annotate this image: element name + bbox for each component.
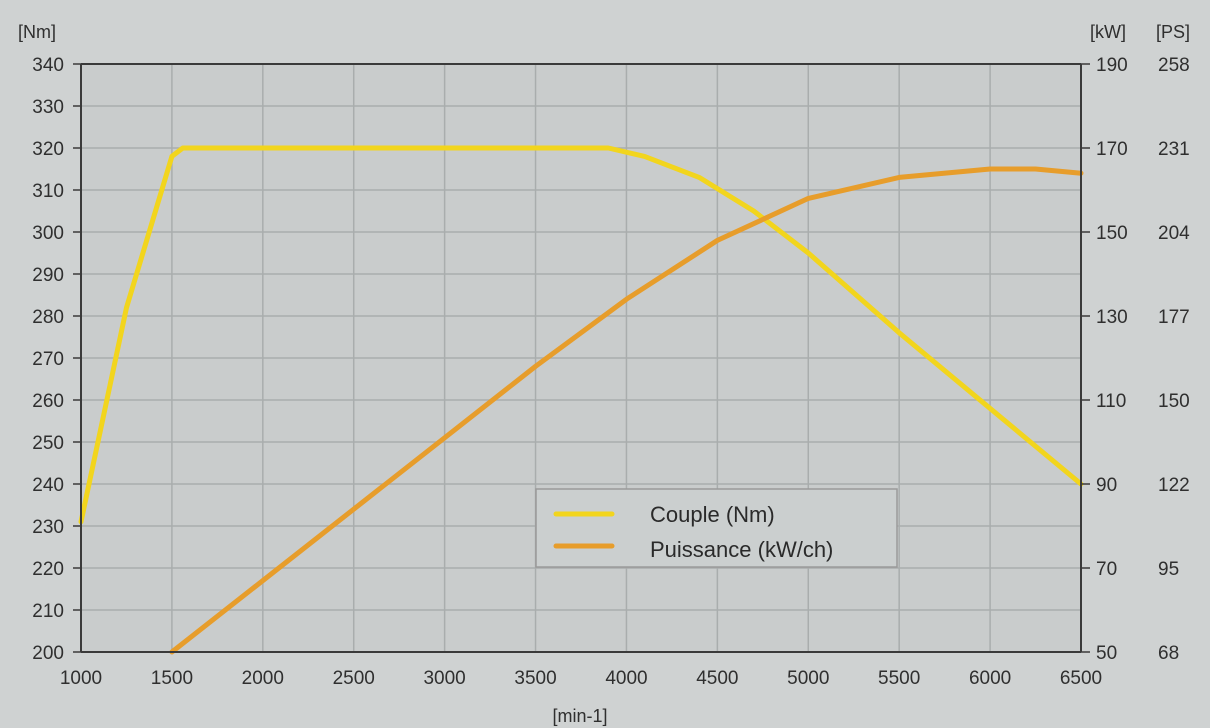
y-right-unit-label-kw: [kW] (1090, 22, 1126, 42)
y-left-tick-label: 220 (32, 559, 64, 580)
y-right-kw-tick-label: 50 (1096, 643, 1117, 664)
y-right-ps-tick-label: 95 (1158, 559, 1179, 580)
y-left-tick-label: 210 (32, 601, 64, 622)
y-left-tick-label: 320 (32, 139, 64, 160)
y-left-tick-label: 200 (32, 643, 64, 664)
y-right-ps-tick-label: 231 (1158, 139, 1190, 160)
y-right-ps-tick-label: 258 (1158, 55, 1190, 76)
x-tick-label: 4000 (605, 668, 647, 689)
x-tick-label: 2500 (333, 668, 375, 689)
x-tick-label: 6500 (1060, 668, 1102, 689)
x-tick-label: 2000 (242, 668, 284, 689)
y-right-kw-tick-label: 190 (1096, 55, 1128, 76)
axes (73, 63, 1090, 653)
legend-box (535, 488, 898, 568)
y-left-unit-label: [Nm] (18, 22, 56, 42)
x-tick-label: 1500 (151, 668, 193, 689)
y-right-ps-tick-label: 122 (1158, 475, 1190, 496)
legend-couple-label: Couple (Nm) (650, 502, 775, 527)
y-right-ps-tick-label: 177 (1158, 307, 1190, 328)
legend: Couple (Nm) Puissance (kW/ch) (535, 488, 898, 568)
x-tick-label: 3000 (423, 668, 465, 689)
y-right-ps-tick-label: 68 (1158, 643, 1179, 664)
y-left-tick-label: 300 (32, 223, 64, 244)
legend-puissance-label: Puissance (kW/ch) (650, 537, 833, 562)
y-right-kw-tick-label: 170 (1096, 139, 1128, 160)
y-right-kw-tick-label: 70 (1096, 559, 1117, 580)
y-right-kw-tick-label: 130 (1096, 307, 1128, 328)
couple-series-line (78, 145, 1084, 525)
y-left-tick-label: 280 (32, 307, 64, 328)
y-left-tick-label: 310 (32, 181, 64, 202)
y-right-kw-tick-label: 110 (1096, 391, 1126, 412)
y-left-tick-label: 250 (32, 433, 64, 454)
y-left-tick-label: 330 (32, 97, 64, 118)
y-left-tick-label: 240 (32, 475, 64, 496)
y-right-kw-tick-label: 90 (1096, 475, 1117, 496)
y-right-unit-label-ps: [PS] (1156, 22, 1190, 42)
y-right-ps-tick-label: 150 (1158, 391, 1190, 412)
x-tick-label: 5500 (878, 668, 920, 689)
tick-labels: 1000 1500 2000 2500 3000 3500 4000 4500 5000 5500… (32, 55, 1190, 689)
y-right-kw-tick-label: 150 (1096, 223, 1128, 244)
x-tick-label: 1000 (60, 668, 102, 689)
puissance-series-line (169, 166, 1084, 655)
y-left-tick-label: 260 (32, 391, 64, 412)
x-tick-label: 6000 (969, 668, 1011, 689)
x-unit-label: [min-1] (552, 706, 607, 726)
y-left-tick-label: 340 (32, 55, 64, 76)
x-tick-label: 3500 (514, 668, 556, 689)
y-left-tick-label: 270 (32, 349, 64, 370)
series-group (78, 145, 1084, 655)
y-left-tick-label: 230 (32, 517, 64, 538)
y-right-ps-tick-label: 204 (1158, 223, 1190, 244)
y-left-tick-label: 290 (32, 265, 64, 286)
x-tick-label: 5000 (787, 668, 829, 689)
x-tick-label: 4500 (696, 668, 738, 689)
